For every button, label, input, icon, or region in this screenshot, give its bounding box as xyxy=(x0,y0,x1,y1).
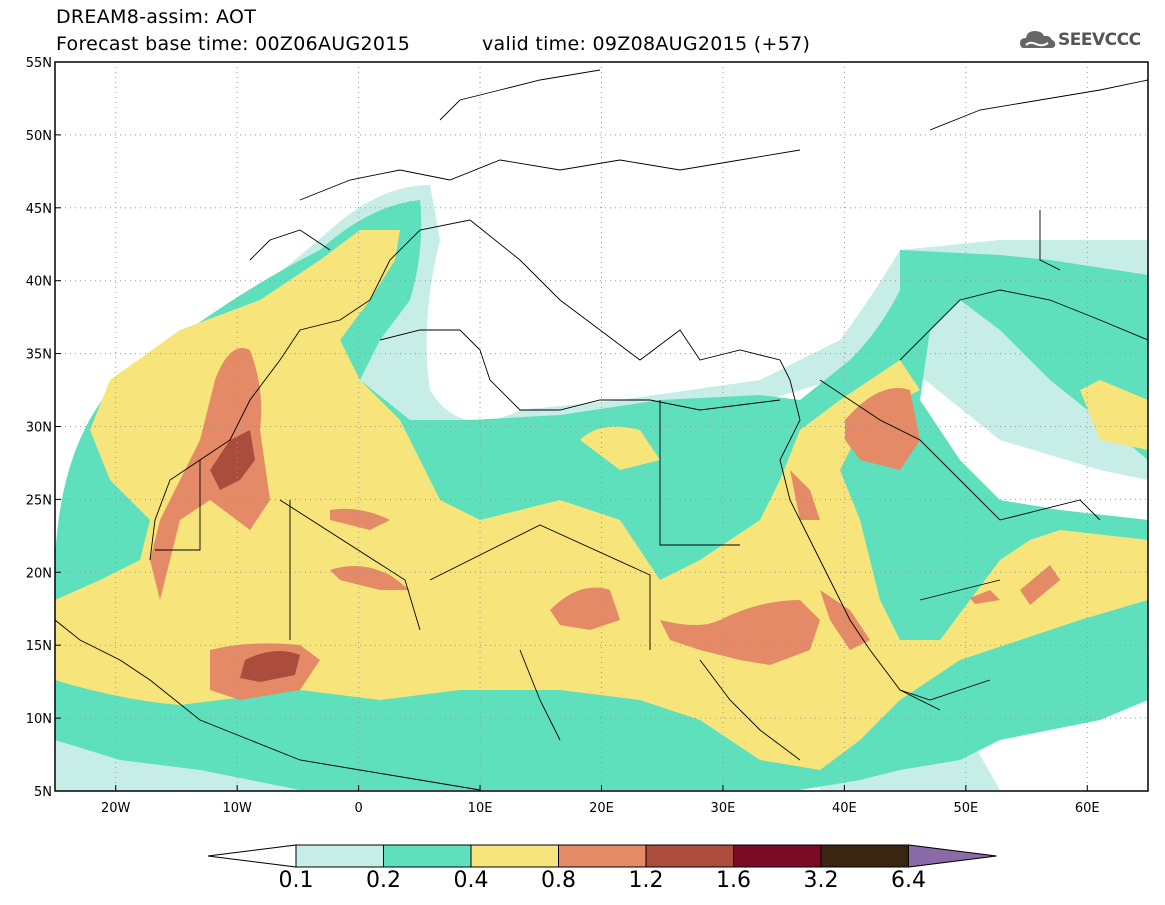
lat-tick-label: 55N xyxy=(26,56,52,71)
colorbar-low-arrow xyxy=(207,844,297,868)
colorbar-label: 0.4 xyxy=(453,868,489,893)
lat-tick-label: 45N xyxy=(26,202,52,217)
colorbar-label: 3.2 xyxy=(803,868,839,893)
logo-text: SEEVCCC xyxy=(1058,30,1141,50)
country-borders xyxy=(55,69,1148,791)
lon-tick-label: 30E xyxy=(711,801,736,816)
colorbar-label: 0.8 xyxy=(541,868,576,893)
graticule xyxy=(55,62,1148,791)
colorbar-high-arrow xyxy=(908,844,997,868)
lat-tick-label: 40N xyxy=(26,275,52,290)
colorbar-swatch xyxy=(295,844,384,868)
colorbar-swatch xyxy=(645,844,734,868)
lat-tick-label: 10N xyxy=(26,712,52,727)
colorbar-swatch xyxy=(558,844,647,868)
valid-time: valid time: 09Z08AUG2015 (+57) xyxy=(482,33,811,55)
lon-tick-label: 0 xyxy=(354,801,362,816)
lon-tick-label: 20W xyxy=(101,801,131,816)
colorbar-swatch xyxy=(470,844,559,868)
colorbar-label: 1.2 xyxy=(628,868,664,893)
axis-ticks: 20W 10W 0 10E 20E 30E 40E 50E 60E 55N 50N 45N 40N 35N… xyxy=(26,56,1100,816)
colorbar-swatch xyxy=(733,844,822,868)
aot-field xyxy=(55,62,1148,791)
lon-tick-label: 40E xyxy=(832,801,857,816)
colorbar-label: 1.6 xyxy=(716,868,751,893)
lat-tick-label: 35N xyxy=(26,348,52,363)
lat-tick-label: 50N xyxy=(26,129,52,144)
lat-tick-label: 15N xyxy=(26,639,52,654)
lon-tick-label: 50E xyxy=(953,801,978,816)
colorbar-swatch xyxy=(820,844,909,868)
forecast-base-time: Forecast base time: 00Z06AUG2015 xyxy=(56,33,411,55)
colorbar xyxy=(207,844,997,868)
colorbar-swatch xyxy=(383,844,472,868)
lat-tick-label: 20N xyxy=(26,566,52,581)
lat-tick-label: 25N xyxy=(26,493,52,508)
cloud-logo-icon xyxy=(1020,31,1056,48)
chart-title: DREAM8-assim: AOT xyxy=(56,6,257,28)
colorbar-label: 6.4 xyxy=(891,868,926,893)
lat-tick-label: 30N xyxy=(26,421,52,436)
colorbar-label: 0.2 xyxy=(366,868,401,893)
lon-tick-label: 60E xyxy=(1075,801,1100,816)
colorbar-label: 0.1 xyxy=(278,868,314,893)
lon-tick-label: 20E xyxy=(589,801,614,816)
aot-1.2-1.6-shading xyxy=(210,430,300,682)
lon-tick-label: 10E xyxy=(468,801,493,816)
aot-0.4-0.8-shading xyxy=(55,230,1148,770)
lon-tick-label: 10W xyxy=(222,801,252,816)
lat-tick-label: 5N xyxy=(34,785,52,800)
